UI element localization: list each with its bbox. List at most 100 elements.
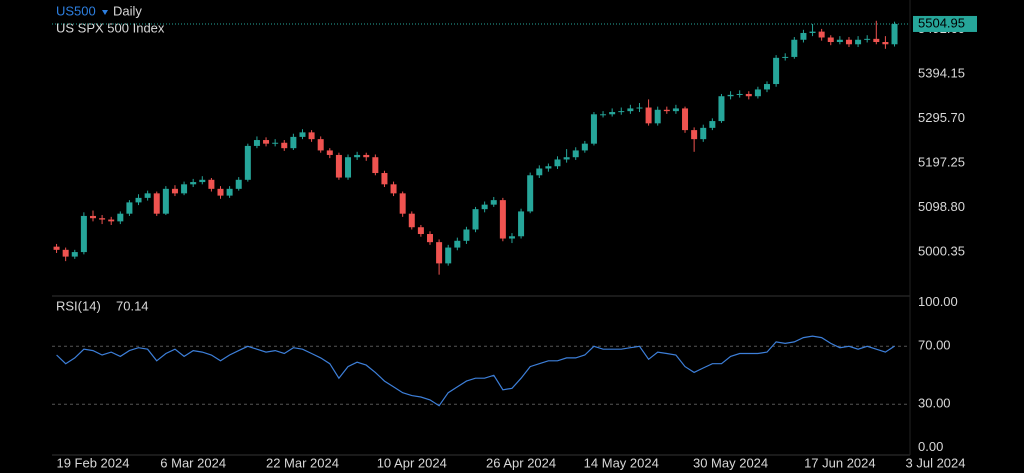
x-tick-label: 19 Feb 2024 bbox=[56, 455, 129, 470]
candle-body bbox=[217, 188, 224, 196]
y-tick-label: 0.00 bbox=[918, 439, 943, 454]
candle-body bbox=[527, 175, 534, 212]
candle-body bbox=[563, 157, 570, 160]
candle-body bbox=[308, 132, 315, 140]
candle-body bbox=[682, 108, 689, 131]
interval: Daily bbox=[113, 3, 142, 18]
candle-body bbox=[873, 38, 880, 43]
candle-body bbox=[845, 39, 852, 45]
candle-body bbox=[335, 154, 342, 178]
candle-body bbox=[536, 168, 543, 176]
candle-body bbox=[53, 246, 60, 250]
candle-body bbox=[108, 219, 115, 222]
candle-body bbox=[645, 107, 652, 124]
candle-body bbox=[782, 56, 789, 58]
candle-body bbox=[363, 154, 370, 158]
rsi-line bbox=[56, 335, 895, 407]
candle-body bbox=[208, 179, 215, 189]
candle-body bbox=[390, 184, 397, 194]
candle-body bbox=[745, 93, 752, 97]
candle-body bbox=[773, 57, 780, 85]
candle-body bbox=[62, 249, 69, 257]
candle-body bbox=[627, 108, 634, 112]
y-tick-label: 100.00 bbox=[918, 294, 958, 309]
x-tick-label: 10 Apr 2024 bbox=[377, 455, 447, 470]
candle-body bbox=[181, 184, 188, 194]
candle-body bbox=[864, 38, 871, 40]
subtitle: US SPX 500 Index bbox=[56, 20, 165, 35]
candle-body bbox=[855, 39, 862, 45]
dropdown-icon[interactable] bbox=[102, 10, 108, 15]
indicator-value: 70.14 bbox=[116, 298, 149, 313]
candle-body bbox=[235, 179, 242, 189]
candle-body bbox=[508, 236, 515, 239]
candle-body bbox=[190, 182, 197, 185]
candle-body bbox=[481, 204, 488, 210]
candle-body bbox=[554, 159, 561, 167]
candle-body bbox=[426, 234, 433, 243]
candle-body bbox=[463, 229, 470, 241]
candle-body bbox=[317, 139, 324, 151]
candle-body bbox=[545, 166, 552, 169]
candle-body bbox=[736, 93, 743, 95]
x-tick-label: 30 May 2024 bbox=[693, 455, 768, 470]
candle-body bbox=[809, 31, 816, 33]
candle-body bbox=[117, 213, 124, 222]
candle-body bbox=[882, 42, 889, 45]
candle-body bbox=[299, 132, 306, 137]
candle-body bbox=[135, 197, 142, 203]
x-tick-label: 6 Mar 2024 bbox=[160, 455, 226, 470]
candle-body bbox=[445, 247, 452, 264]
candle-body bbox=[754, 89, 761, 97]
candle-body bbox=[672, 108, 679, 112]
price-label-box bbox=[913, 15, 977, 32]
candle-body bbox=[609, 112, 616, 115]
candle-body bbox=[600, 114, 607, 116]
candle-body bbox=[709, 121, 716, 128]
y-tick-label: 5295.70 bbox=[918, 110, 965, 125]
candle-body bbox=[290, 136, 297, 149]
candle-body bbox=[891, 23, 898, 45]
candle-body bbox=[354, 154, 361, 158]
candle-body bbox=[827, 37, 834, 43]
candle-body bbox=[654, 109, 661, 124]
candle-body bbox=[80, 215, 87, 253]
candle-body bbox=[417, 227, 424, 235]
candle-body bbox=[490, 200, 497, 205]
x-tick-label: 14 May 2024 bbox=[584, 455, 659, 470]
candle-body bbox=[263, 140, 270, 144]
candle-body bbox=[727, 94, 734, 97]
candle-body bbox=[618, 111, 625, 113]
candle-body bbox=[226, 188, 233, 196]
candle-body bbox=[144, 193, 151, 198]
candle-body bbox=[89, 215, 96, 219]
candle-body bbox=[71, 252, 78, 257]
x-tick-label: 17 Jun 2024 bbox=[804, 455, 876, 470]
y-tick-label: 5394.15 bbox=[918, 65, 965, 80]
symbol[interactable]: US500 bbox=[56, 3, 96, 18]
candle-body bbox=[372, 157, 379, 174]
price-label: 5504.95 bbox=[918, 15, 965, 30]
candle-body bbox=[199, 179, 206, 183]
candle-body bbox=[800, 32, 807, 40]
candle-body bbox=[99, 218, 106, 220]
candle-body bbox=[162, 188, 169, 214]
candle-body bbox=[253, 140, 260, 146]
y-tick-label: 5000.35 bbox=[918, 243, 965, 258]
candle-body bbox=[581, 143, 588, 151]
candle-body bbox=[171, 188, 178, 194]
candle-body bbox=[454, 240, 461, 248]
y-tick-label: 5098.80 bbox=[918, 199, 965, 214]
candle-body bbox=[499, 200, 506, 239]
candle-body bbox=[518, 211, 525, 237]
candle-body bbox=[244, 145, 251, 180]
candle-body bbox=[381, 173, 388, 185]
candle-body bbox=[272, 142, 279, 144]
candle-body bbox=[691, 130, 698, 140]
candle-body bbox=[345, 157, 352, 178]
candle-body bbox=[326, 150, 333, 155]
candle-body bbox=[590, 114, 597, 144]
candle-body bbox=[818, 31, 825, 38]
candle-body bbox=[153, 193, 160, 214]
candle-body bbox=[636, 107, 643, 109]
